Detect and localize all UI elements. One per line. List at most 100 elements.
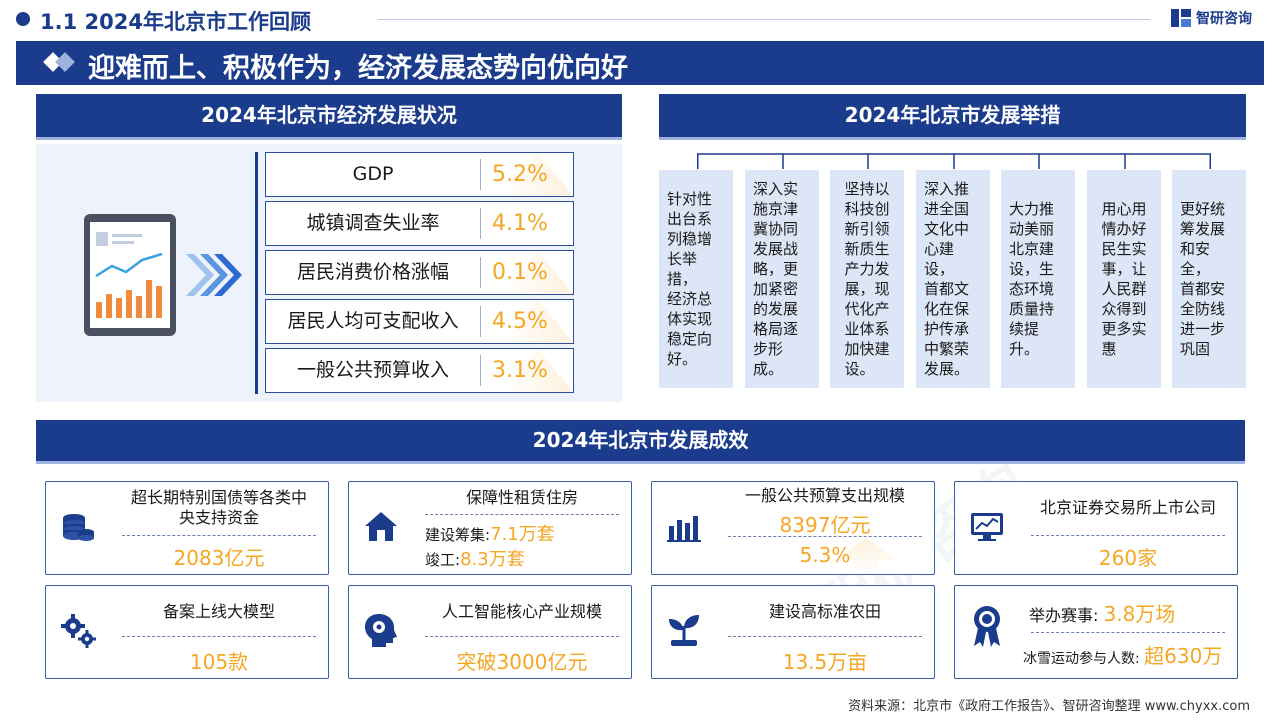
measure-text-line: 深入推 (924, 180, 970, 198)
measure-text-line: 代化产 (844, 300, 890, 318)
indicator-unemployment: 城镇调查失业率 4.1% (265, 201, 574, 246)
measure-text-line: 新质生 (844, 240, 890, 258)
measure-text-line: 北京建 (1009, 240, 1055, 258)
title-bullet (16, 12, 30, 26)
measure-text-line: 更多实 (1101, 320, 1147, 338)
measure-text-line: 加快建 (844, 340, 890, 358)
events-row: 举办赛事: 3.8万场 (1029, 598, 1175, 627)
measure-text-line: 发展战 (753, 240, 799, 258)
measure-text-line: 和安全， (1180, 240, 1211, 278)
card-value: 105款 (189, 650, 249, 674)
measure-text-line: 化在保 (924, 300, 970, 318)
card-value: 13.5万亩 (782, 650, 868, 674)
card-title-line: 超长期特别国债等各类中 (130, 488, 307, 507)
measure-text-line: 惠 (1101, 340, 1117, 358)
measure-text-line: 加紧密 (753, 280, 799, 298)
measure-card: 针对性 出台系 列稳增 长举措， 经济总 体实现 稳定向 好。 (659, 170, 733, 388)
measure-card: 更好统 筹发展 和安全， 首都安 全防线 进一步 巩固 (1172, 170, 1246, 388)
monitor-chart-icon (971, 513, 1003, 541)
card-growth: 5.3% (799, 543, 851, 567)
dashed-divider (728, 636, 922, 637)
indicator-separator (480, 257, 481, 288)
measure-text: 深入推 进全国 文化中 心建设， 首都文 化在保 护传承 中繁荣 发展。 (924, 179, 982, 379)
logo-icon (1171, 9, 1191, 27)
card-title: 备案上线大模型 (162, 602, 275, 621)
measure-text-line: 稳定向 (667, 330, 713, 348)
measure-card: 大力推 动美丽 北京建 设，生 态环境 质量持 续提升。 (1001, 170, 1075, 388)
card-title: 人工智能核心产业规模 (441, 602, 602, 621)
coins-icon (63, 514, 94, 541)
measure-text-line: 人民群 (1101, 280, 1147, 298)
indicator-separator (480, 355, 481, 386)
measure-text-line: 针对性 (667, 190, 713, 208)
snow-sports-row: 冰雪运动参与人数: 超630万 (1023, 640, 1222, 669)
gears-icon (61, 614, 96, 648)
measure-text-line: 心建设， (924, 240, 955, 278)
indicator-value: 4.5% (492, 309, 548, 334)
indicator-label: 居民消费价格涨幅 (296, 261, 449, 283)
indicator-value: 4.1% (492, 211, 548, 236)
dashed-divider (122, 636, 316, 637)
measure-text-line: 中繁荣 (924, 340, 970, 358)
logo-text: 智研咨询 (1196, 11, 1252, 27)
row-label: 冰雪运动参与人数: (1023, 651, 1140, 667)
measure-text-line: 首都文 (924, 280, 970, 298)
result-card-ai: 人工智能核心产业规模 突破3000亿元 (348, 585, 632, 679)
dashed-divider (425, 636, 619, 637)
row-label: 举办赛事: (1029, 606, 1099, 625)
measure-text: 深入实 施京津 冀协同 发展战 略，更 加紧密 的发展 格局逐 步形成。 (753, 179, 811, 379)
result-card-sports: 举办赛事: 3.8万场 冰雪运动参与人数: 超630万 (954, 585, 1238, 679)
measure-text-line: 用心用 (1101, 200, 1147, 218)
measures-section-title: 2024年北京市发展举措 (659, 94, 1246, 140)
card-title: 保障性租赁住房 (465, 488, 578, 507)
measure-text-line: 经济总 (667, 290, 713, 308)
indicator-separator (480, 306, 481, 337)
measure-text-line: 略，更 (753, 260, 799, 278)
measure-text-line: 文化中 (924, 220, 970, 238)
measure-text-line: 好。 (667, 350, 698, 368)
measure-card: 坚持以 科技创 新引领 新质生 产力发 展，现 代化产 业体系 加快建 设。 (830, 170, 904, 388)
plant-icon (669, 615, 699, 646)
measure-text-line: 全防线 (1180, 300, 1226, 318)
measure-text-line: 的发展 (753, 300, 799, 318)
measure-text-line: 体实现 (667, 310, 713, 328)
measure-text: 大力推 动美丽 北京建 设，生 态环境 质量持 续提升。 (1009, 199, 1067, 359)
measure-text-line: 众得到 (1101, 300, 1147, 318)
measure-text-line: 新引领 (844, 220, 890, 238)
dashed-divider (425, 514, 619, 515)
dashed-divider (728, 536, 922, 537)
economy-divider (255, 152, 258, 394)
result-card-listed: 北京证券交易所上市公司 260家 (954, 481, 1238, 575)
indicator-separator (480, 208, 481, 239)
card-title: 建设高标准农田 (768, 602, 881, 621)
header-divider (378, 19, 1150, 20)
result-card-models: 备案上线大模型 105款 (45, 585, 329, 679)
indicator-label: 居民人均可支配收入 (287, 310, 459, 332)
indicator-income: 居民人均可支配收入 4.5% (265, 299, 574, 344)
measure-text-line: 大力推 (1009, 200, 1055, 218)
measure-text-line: 产力发 (844, 260, 890, 278)
brand-logo: 智研咨询 (1170, 8, 1252, 28)
card-title: 一般公共预算支出规模 (744, 486, 905, 505)
row-label: 建设筹集: (425, 526, 491, 544)
housing-built-row: 建设筹集:7.1万套 (425, 520, 555, 546)
row-value: 超630万 (1144, 644, 1223, 668)
indicator-separator (480, 159, 481, 190)
measure-text-line: 首都安 (1180, 280, 1226, 298)
measure-text: 更好统 筹发展 和安全， 首都安 全防线 进一步 巩固 (1180, 199, 1238, 359)
measure-text-line: 发展。 (924, 360, 970, 378)
row-label: 竣工: (425, 551, 461, 569)
indicator-label: GDP (352, 163, 394, 185)
indicator-gdp: GDP 5.2% (265, 152, 574, 197)
measure-text-line: 坚持以 (844, 180, 890, 198)
indicator-value: 5.2% (492, 162, 548, 187)
tree-connector (697, 153, 1211, 169)
card-title-line: 央支持资金 (178, 508, 259, 527)
source-note: 资料来源：北京市《政府工作报告》、智研咨询整理 www.chyxx.com (848, 699, 1250, 714)
measure-text-line: 情办好 (1101, 220, 1147, 238)
measure-text-line: 设，生 (1009, 260, 1055, 278)
row-value: 8.3万套 (460, 549, 525, 570)
indicator-cpi: 居民消费价格涨幅 0.1% (265, 250, 574, 295)
measure-text-line: 筹发展 (1180, 220, 1226, 238)
housing-completed-row: 竣工:8.3万套 (425, 545, 525, 571)
